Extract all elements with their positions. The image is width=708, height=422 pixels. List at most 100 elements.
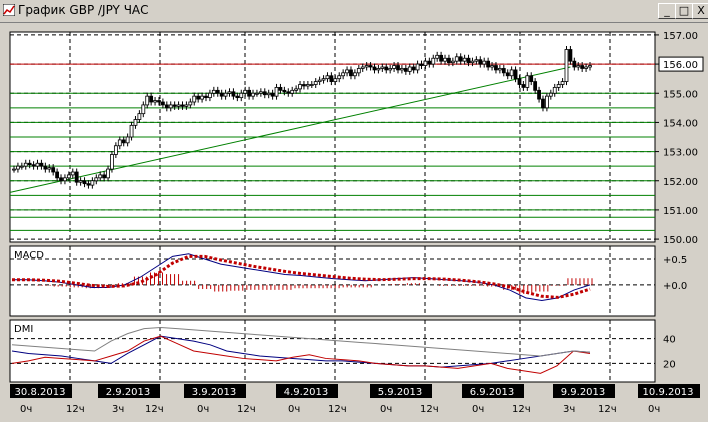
dmi-plus-line bbox=[11, 335, 591, 368]
candle-body bbox=[184, 104, 189, 107]
dmi-panel bbox=[9, 319, 656, 383]
hour-label: 12ч bbox=[66, 404, 85, 415]
candle-body bbox=[529, 75, 534, 82]
candle-body bbox=[16, 165, 20, 170]
candle-body bbox=[556, 84, 561, 88]
candle-body bbox=[59, 177, 63, 182]
date-label: 5.9.2013 bbox=[378, 387, 423, 398]
maximize-button[interactable]: □ bbox=[675, 3, 693, 19]
candle-body bbox=[298, 84, 302, 90]
candle-body bbox=[23, 162, 28, 167]
macd-signal-line bbox=[12, 254, 591, 299]
hour-label: 12ч bbox=[512, 404, 531, 415]
candle-body bbox=[458, 56, 463, 62]
candle-body bbox=[129, 124, 134, 138]
candle-body bbox=[31, 164, 36, 167]
candle-body bbox=[407, 66, 412, 72]
candle-body bbox=[376, 68, 381, 71]
dmi-minus-line bbox=[11, 335, 591, 374]
candle-body bbox=[509, 69, 514, 77]
candle-body bbox=[482, 60, 487, 65]
candle-body bbox=[415, 63, 420, 71]
candle-body bbox=[47, 167, 52, 170]
close-button[interactable]: X bbox=[692, 3, 708, 19]
candle-body bbox=[544, 95, 549, 109]
candle-body bbox=[110, 154, 114, 170]
candle-body bbox=[90, 180, 95, 186]
date-label-box bbox=[462, 384, 524, 398]
candle-body bbox=[39, 162, 44, 167]
chart-canvas[interactable]: 157.00 156.00 155.00 154.00 153.00 152.00 151.… bbox=[0, 22, 708, 422]
candle-body bbox=[450, 60, 455, 64]
hour-label: 12ч bbox=[145, 404, 164, 415]
candle-body bbox=[255, 92, 259, 95]
candle-body bbox=[247, 89, 252, 97]
hour-label: 0ч bbox=[380, 404, 392, 415]
candle-body bbox=[137, 113, 142, 120]
candle-body bbox=[317, 79, 322, 82]
candle-body bbox=[78, 180, 83, 183]
candle-body bbox=[160, 101, 165, 106]
candle-body bbox=[153, 100, 157, 103]
macd-title: MACD bbox=[14, 250, 44, 261]
candle-body bbox=[51, 167, 56, 173]
candle-body bbox=[223, 92, 228, 97]
candle-body bbox=[294, 88, 299, 91]
candle-body bbox=[400, 68, 404, 71]
candle-body bbox=[35, 162, 40, 167]
candle-body bbox=[494, 65, 498, 71]
candle-body bbox=[537, 89, 541, 100]
hour-label: 3ч bbox=[112, 404, 124, 415]
candle-body bbox=[486, 60, 491, 68]
candle-body bbox=[243, 89, 248, 94]
price-tick-label: 152.00 bbox=[663, 177, 698, 188]
candle-body bbox=[411, 66, 416, 71]
macd-panel bbox=[9, 245, 656, 317]
current-price-label: 156.00 bbox=[663, 60, 698, 71]
price-tick-label: 157.00 bbox=[663, 31, 698, 42]
candle-body bbox=[588, 65, 592, 68]
candle-body bbox=[168, 104, 173, 109]
candle-body bbox=[548, 92, 553, 97]
candle-body bbox=[278, 87, 283, 91]
candle-body bbox=[533, 81, 538, 91]
candle-body bbox=[63, 177, 67, 182]
candle-body bbox=[208, 92, 212, 99]
candle-body bbox=[258, 91, 263, 94]
candle-body bbox=[513, 69, 518, 80]
title-bar[interactable]: График GBP /JPY ЧАС _ □ X bbox=[0, 0, 708, 23]
candle-body bbox=[313, 81, 318, 85]
candle-body bbox=[372, 66, 377, 71]
hour-label: 0ч bbox=[288, 404, 300, 415]
candle-body bbox=[121, 139, 126, 144]
candle-body bbox=[266, 92, 271, 96]
dmi-tick-label: 40 bbox=[663, 335, 676, 346]
candle-body bbox=[133, 119, 138, 126]
candle-body bbox=[403, 68, 408, 72]
candle-body bbox=[352, 72, 357, 77]
candle-body bbox=[141, 104, 146, 115]
candle-body bbox=[360, 66, 365, 69]
price-tick-label: 153.00 bbox=[663, 148, 698, 159]
candle-body bbox=[337, 75, 342, 80]
minimize-button[interactable]: _ bbox=[658, 3, 676, 19]
candle-body bbox=[345, 69, 349, 74]
candle-body bbox=[325, 75, 330, 80]
price-tick-label: 154.00 bbox=[663, 118, 698, 129]
candle-body bbox=[474, 59, 479, 62]
candle-body bbox=[192, 95, 197, 103]
date-label-box bbox=[276, 384, 338, 398]
trend-line bbox=[9, 66, 571, 193]
candle-body bbox=[462, 57, 467, 62]
candle-body bbox=[505, 72, 510, 77]
candle-body bbox=[149, 95, 154, 103]
candle-body bbox=[541, 98, 545, 109]
candle-body bbox=[262, 91, 267, 96]
candle-body bbox=[466, 57, 471, 64]
candle-body bbox=[564, 49, 569, 82]
price-tick-label: 155.00 bbox=[663, 89, 698, 100]
macd-tick-label: +0.5 bbox=[663, 255, 687, 266]
hour-label: 12ч bbox=[237, 404, 256, 415]
candle-body bbox=[235, 95, 240, 99]
